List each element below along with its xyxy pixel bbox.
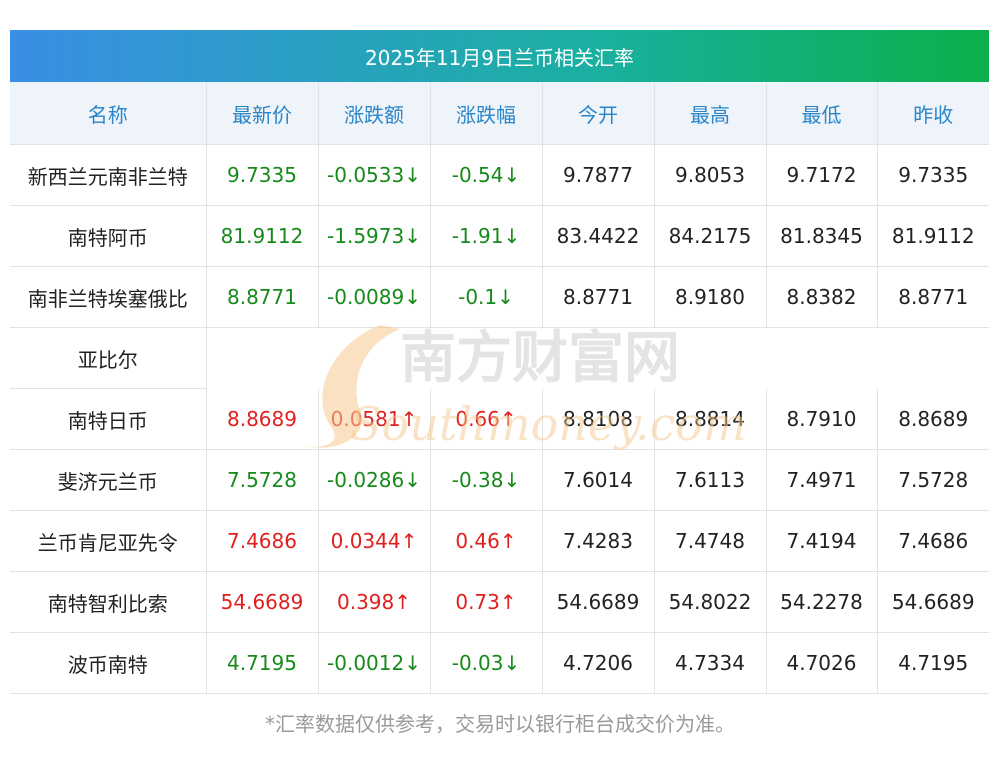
- prev-close: 7.5728: [877, 449, 989, 511]
- change-amount: 0.0344↑: [318, 510, 431, 572]
- open-price: 83.4422: [542, 205, 655, 267]
- change-percent: -0.54↓: [430, 144, 543, 206]
- header-latest: 最新价: [206, 82, 319, 145]
- change-percent: 0.66↑: [430, 388, 543, 450]
- header-low: 最低: [766, 82, 878, 145]
- change-amount: -0.0286↓: [318, 449, 431, 511]
- table-row: 兰币肯尼亚先令 7.4686 0.0344↑ 0.46↑ 7.4283 7.47…: [10, 510, 989, 572]
- header-change: 涨跌额: [318, 82, 431, 145]
- latest-price: 8.8689: [206, 388, 319, 450]
- rate-table-container: 2025年11月9日兰币相关汇率 名称 最新价 涨跌额 涨跌幅 今开 最高 最低…: [10, 30, 989, 694]
- currency-name: 斐济元兰币: [10, 449, 207, 511]
- high-price: 7.4748: [654, 510, 767, 572]
- currency-name: 南特阿币: [10, 205, 207, 267]
- open-price: 8.8108: [542, 388, 655, 450]
- prev-close: 7.4686: [877, 510, 989, 572]
- change-percent: -1.91↓: [430, 205, 543, 267]
- latest-price: 8.8771: [206, 266, 319, 328]
- table-row: 斐济元兰币 7.5728 -0.0286↓ -0.38↓ 7.6014 7.61…: [10, 449, 989, 511]
- low-price: 9.7172: [766, 144, 878, 206]
- high-price: 8.8814: [654, 388, 767, 450]
- change-percent: -0.38↓: [430, 449, 543, 511]
- open-price: 4.7206: [542, 632, 655, 694]
- header-open: 今开: [542, 82, 655, 145]
- table-row: 南特阿币 81.9112 -1.5973↓ -1.91↓ 83.4422 84.…: [10, 205, 989, 267]
- latest-price: 4.7195: [206, 632, 319, 694]
- prev-close: 8.8771: [877, 266, 989, 328]
- header-name: 名称: [10, 82, 207, 145]
- latest-price: 9.7335: [206, 144, 319, 206]
- prev-close: 81.9112: [877, 205, 989, 267]
- low-price: 8.7910: [766, 388, 878, 450]
- prev-close: 54.6689: [877, 571, 989, 633]
- change-amount: 0.0581↑: [318, 388, 431, 450]
- header-pct: 涨跌幅: [430, 82, 543, 145]
- high-price: 54.8022: [654, 571, 767, 633]
- latest-price: 7.5728: [206, 449, 319, 511]
- disclaimer-footnote: *汇率数据仅供参考，交易时以银行柜台成交价为准。: [265, 712, 735, 736]
- latest-price: 7.4686: [206, 510, 319, 572]
- change-percent: -0.03↓: [430, 632, 543, 694]
- table-row: 南非兰特埃塞俄比 8.8771 -0.0089↓ -0.1↓ 8.8771 8.…: [10, 266, 989, 328]
- open-price: 8.8771: [542, 266, 655, 328]
- currency-name-continuation: 亚比尔: [10, 327, 207, 389]
- header-high: 最高: [654, 82, 767, 145]
- exchange-rate-table: 名称 最新价 涨跌额 涨跌幅 今开 最高 最低 昨收 新西兰元南非兰特 9.73…: [10, 82, 989, 694]
- high-price: 8.9180: [654, 266, 767, 328]
- open-price: 7.4283: [542, 510, 655, 572]
- low-price: 81.8345: [766, 205, 878, 267]
- change-percent: 0.73↑: [430, 571, 543, 633]
- latest-price: 81.9112: [206, 205, 319, 267]
- high-price: 7.6113: [654, 449, 767, 511]
- change-percent: 0.46↑: [430, 510, 543, 572]
- prev-close: 4.7195: [877, 632, 989, 694]
- currency-name: 南非兰特埃塞俄比: [10, 266, 207, 328]
- prev-close: 8.8689: [877, 388, 989, 450]
- low-price: 54.2278: [766, 571, 878, 633]
- low-price: 8.8382: [766, 266, 878, 328]
- table-title: 2025年11月9日兰币相关汇率: [10, 30, 989, 82]
- currency-name: 南特智利比索: [10, 571, 207, 633]
- low-price: 7.4194: [766, 510, 878, 572]
- high-price: 9.8053: [654, 144, 767, 206]
- latest-price: 54.6689: [206, 571, 319, 633]
- change-percent: -0.1↓: [430, 266, 543, 328]
- header-prev: 昨收: [877, 82, 989, 145]
- table-row: 波币南特 4.7195 -0.0012↓ -0.03↓ 4.7206 4.733…: [10, 632, 989, 694]
- header-row: 名称 最新价 涨跌额 涨跌幅 今开 最高 最低 昨收: [10, 82, 989, 145]
- table-row: 南特日币 8.8689 0.0581↑ 0.66↑ 8.8108 8.8814 …: [10, 388, 989, 450]
- low-price: 7.4971: [766, 449, 878, 511]
- table-row: 南特智利比索 54.6689 0.398↑ 0.73↑ 54.6689 54.8…: [10, 571, 989, 633]
- change-amount: 0.398↑: [318, 571, 431, 633]
- currency-name: 波币南特: [10, 632, 207, 694]
- high-price: 84.2175: [654, 205, 767, 267]
- open-price: 54.6689: [542, 571, 655, 633]
- table-row: 新西兰元南非兰特 9.7335 -0.0533↓ -0.54↓ 9.7877 9…: [10, 144, 989, 206]
- open-price: 9.7877: [542, 144, 655, 206]
- change-amount: -0.0012↓: [318, 632, 431, 694]
- currency-name: 南特日币: [10, 388, 207, 450]
- currency-name: 新西兰元南非兰特: [10, 144, 207, 206]
- change-amount: -0.0089↓: [318, 266, 431, 328]
- table-row-continuation: 亚比尔: [10, 327, 989, 389]
- prev-close: 9.7335: [877, 144, 989, 206]
- currency-name: 兰币肯尼亚先令: [10, 510, 207, 572]
- open-price: 7.6014: [542, 449, 655, 511]
- change-amount: -0.0533↓: [318, 144, 431, 206]
- blank-cell: [206, 328, 989, 389]
- low-price: 4.7026: [766, 632, 878, 694]
- high-price: 4.7334: [654, 632, 767, 694]
- change-amount: -1.5973↓: [318, 205, 431, 267]
